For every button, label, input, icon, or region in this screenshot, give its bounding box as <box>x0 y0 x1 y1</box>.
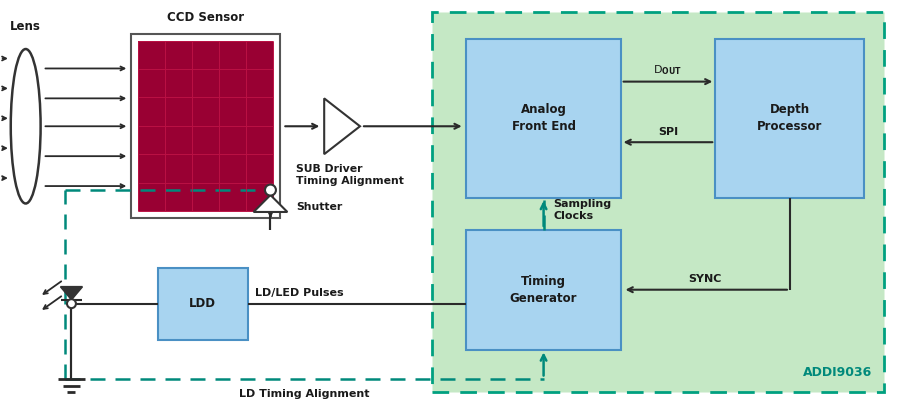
Text: D$_{\mathbf{OUT}}$: D$_{\mathbf{OUT}}$ <box>653 63 682 77</box>
Text: Sampling
Clocks: Sampling Clocks <box>554 199 612 221</box>
FancyBboxPatch shape <box>466 230 621 350</box>
Polygon shape <box>254 195 287 212</box>
FancyBboxPatch shape <box>131 33 281 218</box>
Text: Shutter: Shutter <box>296 202 343 212</box>
Text: Timing
Generator: Timing Generator <box>509 275 577 305</box>
Text: SUB Driver
Timing Alignment: SUB Driver Timing Alignment <box>296 164 404 186</box>
Circle shape <box>265 184 276 195</box>
Text: ADDI9036: ADDI9036 <box>803 366 872 379</box>
FancyBboxPatch shape <box>138 40 274 211</box>
Polygon shape <box>324 98 360 154</box>
Text: LD Timing Alignment: LD Timing Alignment <box>239 389 370 399</box>
Text: Analog
Front End: Analog Front End <box>511 103 576 133</box>
Circle shape <box>67 299 76 308</box>
Polygon shape <box>60 287 83 299</box>
FancyBboxPatch shape <box>432 12 885 392</box>
Text: SYNC: SYNC <box>688 274 722 284</box>
FancyBboxPatch shape <box>158 268 248 339</box>
Text: LD/LED Pulses: LD/LED Pulses <box>255 288 343 298</box>
Ellipse shape <box>11 49 40 204</box>
FancyBboxPatch shape <box>466 39 621 198</box>
Text: Depth
Processor: Depth Processor <box>757 103 823 133</box>
Text: SPI: SPI <box>658 127 678 137</box>
Text: Lens: Lens <box>10 20 41 33</box>
FancyBboxPatch shape <box>716 39 865 198</box>
Text: LDD: LDD <box>189 297 216 310</box>
Text: CCD Sensor: CCD Sensor <box>167 11 244 24</box>
